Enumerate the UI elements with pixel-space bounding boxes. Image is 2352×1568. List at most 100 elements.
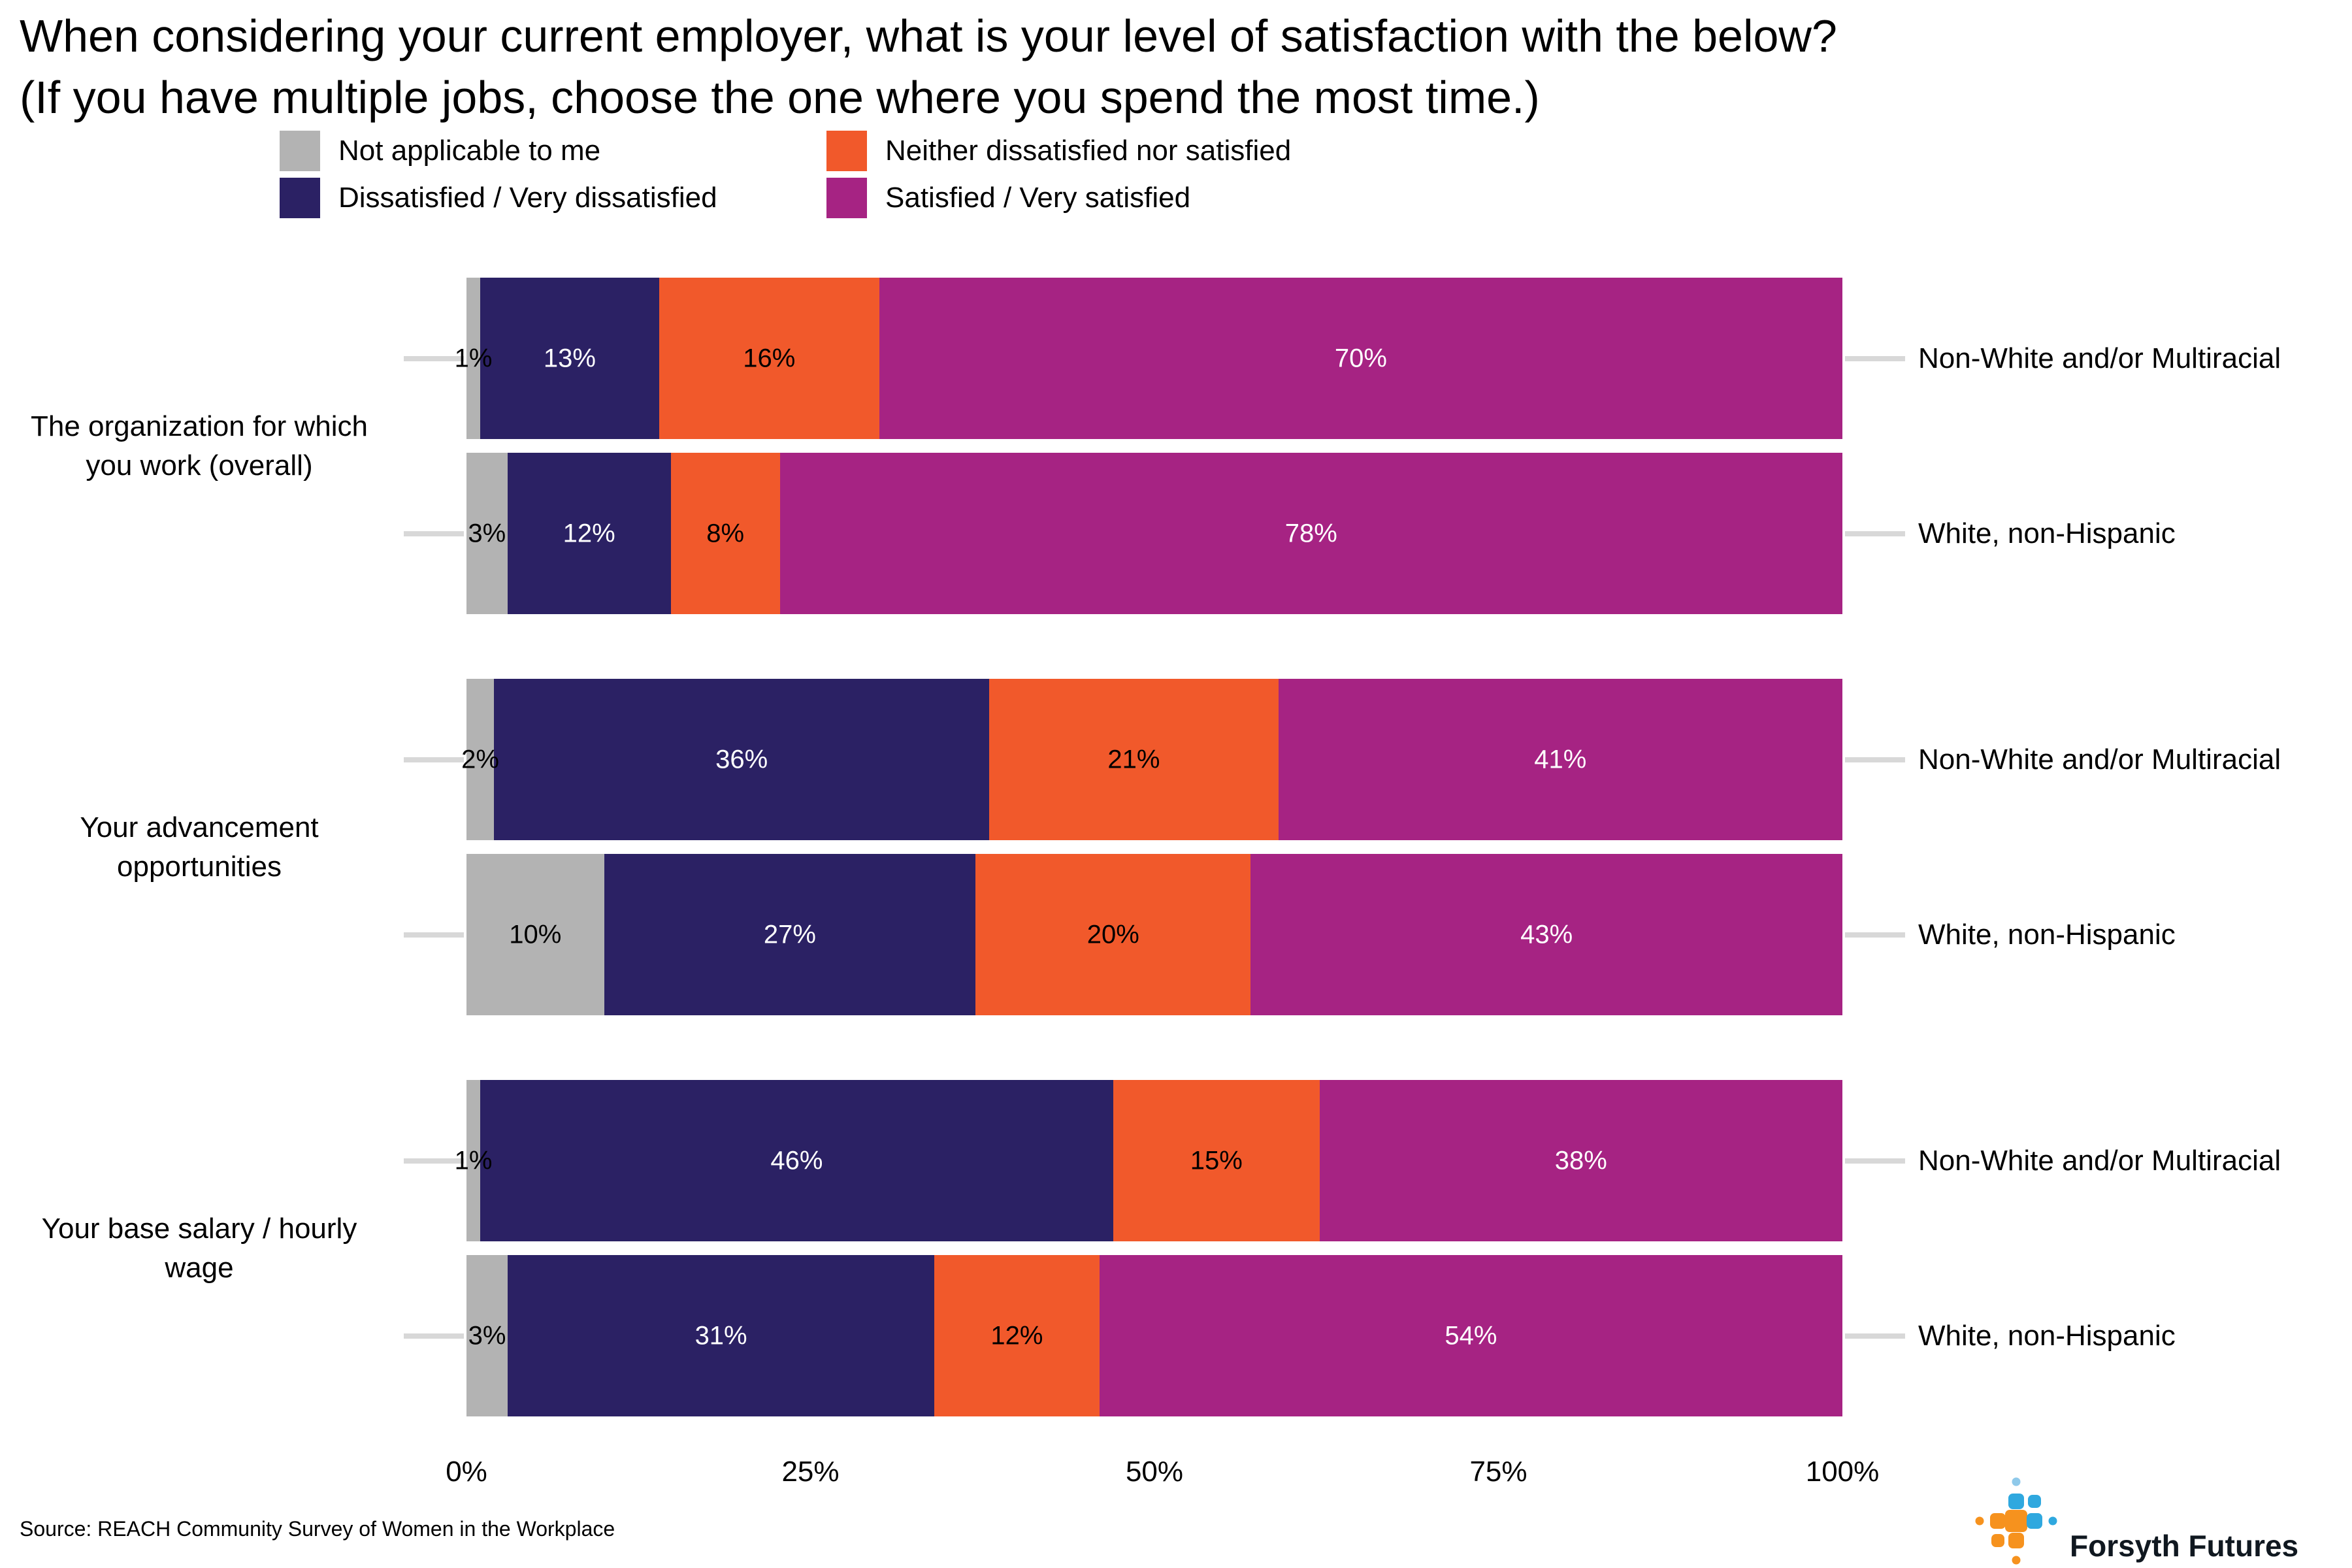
bar-segment: 16% bbox=[659, 278, 879, 439]
tick-line-right bbox=[1845, 1333, 1905, 1339]
bar-segment: 3% bbox=[466, 453, 508, 614]
logo-text: Forsyth Futures bbox=[2070, 1529, 2299, 1563]
bar-row: 1% 46% 15% 38% Non-White and/or Multiracial bbox=[404, 1080, 2281, 1241]
bar-segment: 31% bbox=[508, 1255, 935, 1416]
page-title-line2: (If you have multiple jobs, choose the o… bbox=[20, 72, 1540, 123]
bar-segment: 38% bbox=[1319, 1080, 1842, 1241]
bar-segment: 10% bbox=[466, 854, 604, 1015]
category-label: The organization for which you work (over… bbox=[7, 407, 392, 485]
bar-segment-label: 21% bbox=[1107, 745, 1160, 774]
category-label: Your advancement opportunities bbox=[7, 808, 392, 887]
bar-segment-label: 12% bbox=[990, 1321, 1043, 1350]
bar-segment: 54% bbox=[1099, 1255, 1842, 1416]
row-label: White, non-Hispanic bbox=[1918, 517, 2176, 549]
page-title-line1: When considering your current employer, … bbox=[20, 10, 1837, 61]
logo-dot bbox=[1991, 1534, 2004, 1547]
bar-segment-label: 3% bbox=[468, 519, 506, 547]
category-label: Your base salary / hourly wage bbox=[7, 1209, 392, 1288]
bar-segment: 1% bbox=[455, 1080, 492, 1241]
logo-dot bbox=[1990, 1513, 2006, 1529]
bar-row: 2% 36% 21% 41% Non-White and/or Multiracial bbox=[404, 679, 2281, 840]
axis-tick-label: 0% bbox=[446, 1456, 487, 1488]
row-label: Non-White and/or Multiracial bbox=[1918, 1144, 2281, 1177]
bar-segment-label: 8% bbox=[706, 519, 745, 547]
bar-segment: 15% bbox=[1113, 1080, 1320, 1241]
tick-line-left bbox=[404, 355, 464, 361]
bar-segment: 13% bbox=[480, 278, 659, 439]
tick-line-right bbox=[1845, 757, 1905, 762]
category-label-line: opportunities bbox=[117, 850, 282, 883]
bar-segment-label: 12% bbox=[563, 519, 615, 547]
logo-dot bbox=[2027, 1513, 2042, 1529]
tick-line-left bbox=[404, 932, 464, 938]
logo-dot bbox=[2005, 1510, 2027, 1532]
category-label-line: you work (overall) bbox=[86, 449, 313, 482]
row-label: Non-White and/or Multiracial bbox=[1918, 342, 2281, 374]
bar-segment: 41% bbox=[1278, 679, 1842, 840]
tick-line-right bbox=[1845, 1158, 1905, 1164]
bar-segment-label: 27% bbox=[763, 920, 816, 949]
legend-label: Neither dissatisfied nor satisfied bbox=[885, 135, 1292, 167]
tick-line-left bbox=[404, 1158, 464, 1164]
axis-tick-label: 75% bbox=[1469, 1456, 1527, 1488]
bar-segment: 78% bbox=[779, 453, 1842, 614]
bar-segment-label: 38% bbox=[1554, 1146, 1607, 1175]
tick-line-right bbox=[1845, 531, 1905, 536]
logo-dot bbox=[1975, 1516, 1984, 1526]
bar-segment: 20% bbox=[975, 854, 1251, 1015]
tick-line-left bbox=[404, 1333, 464, 1339]
bar-segment: 70% bbox=[879, 278, 1842, 439]
axis-tick-label: 100% bbox=[1805, 1456, 1880, 1488]
bar-row: 3% 12% 8% 78% White, non-Hispanic bbox=[404, 453, 2176, 614]
tick-line-left bbox=[404, 531, 464, 536]
legend-swatch-navy bbox=[280, 178, 320, 218]
tick-line-left bbox=[404, 757, 464, 762]
bar-segment: 43% bbox=[1250, 854, 1842, 1015]
bar-segment: 1% bbox=[455, 278, 492, 439]
bar-row: 1% 13% 16% 70% Non-White and/or Multiracial bbox=[404, 278, 2281, 439]
category-label-line: The organization for which bbox=[30, 410, 368, 442]
legend-swatch-orange bbox=[826, 131, 867, 171]
legend-label: Not applicable to me bbox=[338, 135, 601, 167]
bar-segment-label: 2% bbox=[461, 745, 499, 774]
bar-segment-label: 3% bbox=[468, 1321, 506, 1350]
logo-dot bbox=[2012, 1477, 2021, 1486]
bar-segment: 2% bbox=[461, 679, 499, 840]
legend-label: Dissatisfied / Very dissatisfied bbox=[338, 182, 717, 214]
category-label-line: wage bbox=[165, 1251, 234, 1284]
bar-segment: 8% bbox=[670, 453, 780, 614]
bar-segment-label: 43% bbox=[1520, 920, 1573, 949]
legend-label: Satisfied / Very satisfied bbox=[885, 182, 1191, 214]
bar-segment-label: 1% bbox=[454, 344, 493, 372]
logo-dot bbox=[2028, 1495, 2041, 1508]
category-label-line: Your advancement bbox=[80, 811, 319, 843]
bar-segment-label: 41% bbox=[1534, 745, 1587, 774]
bar-segment-label: 13% bbox=[543, 344, 596, 372]
logo-dot bbox=[2008, 1494, 2024, 1509]
bar-segment-label: 46% bbox=[770, 1146, 823, 1175]
logo-dot bbox=[2008, 1533, 2024, 1548]
bar-row: 3% 31% 12% 54% White, non-Hispanic bbox=[404, 1255, 2176, 1416]
bar-segment: 46% bbox=[480, 1080, 1113, 1241]
bar-segment-label: 1% bbox=[454, 1146, 493, 1175]
page-title: When considering your current employer, … bbox=[20, 5, 1837, 128]
bar-segment-label: 10% bbox=[509, 920, 562, 949]
bar-segment-label: 36% bbox=[715, 745, 768, 774]
logo-dot bbox=[2048, 1516, 2057, 1526]
tick-line-right bbox=[1845, 932, 1905, 938]
logo-dot bbox=[2012, 1556, 2021, 1565]
bar-segment: 27% bbox=[604, 854, 976, 1015]
legend-swatch-gray bbox=[280, 131, 320, 171]
legend-swatch-magenta bbox=[826, 178, 867, 218]
row-label: White, non-Hispanic bbox=[1918, 918, 2176, 951]
bar-segment-label: 31% bbox=[694, 1321, 747, 1350]
bar-segment-label: 15% bbox=[1190, 1146, 1243, 1175]
tick-line-right bbox=[1845, 355, 1905, 361]
bar-segment-label: 20% bbox=[1086, 920, 1139, 949]
bar-segment: 21% bbox=[989, 679, 1279, 840]
row-label: White, non-Hispanic bbox=[1918, 1319, 2176, 1352]
bar-segment-label: 54% bbox=[1445, 1321, 1497, 1350]
bar-segment-label: 70% bbox=[1334, 344, 1387, 372]
bar-segment-label: 78% bbox=[1284, 519, 1337, 547]
